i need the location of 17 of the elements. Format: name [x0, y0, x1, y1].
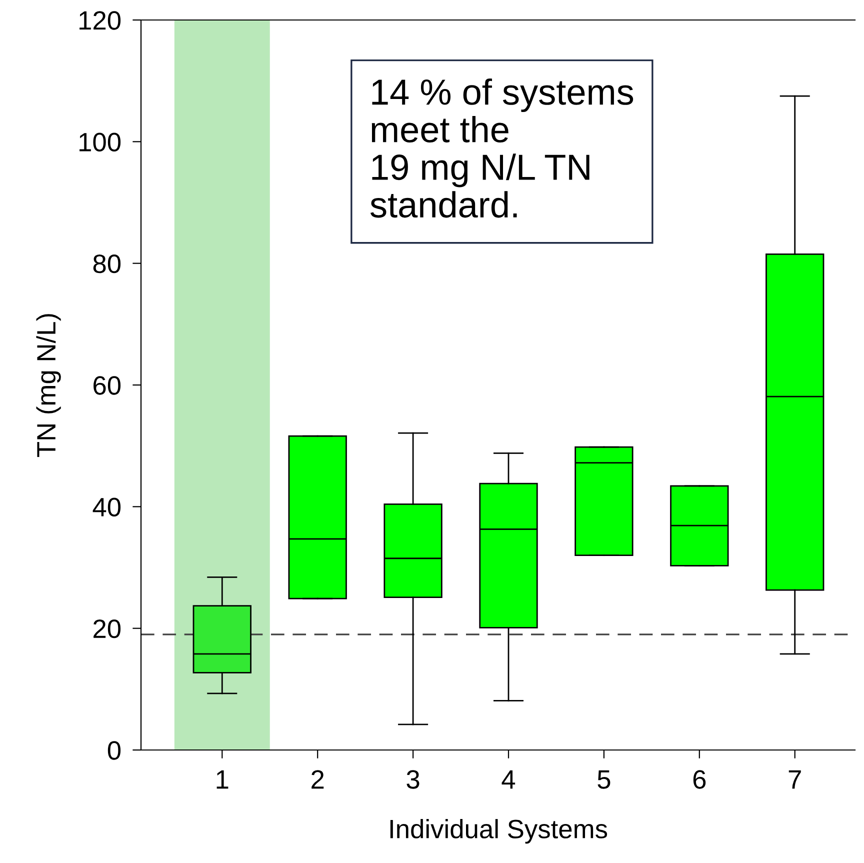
y-tick-label: 80	[93, 254, 121, 274]
y-tick-label: 20	[94, 619, 121, 638]
x-axis-title: Individual Systems	[390, 819, 608, 844]
x-tick-label: 3	[406, 770, 420, 789]
y-tick-label: 100	[80, 132, 121, 152]
y-tick-label: 0	[108, 741, 121, 760]
y-tick-label: 40	[92, 498, 121, 516]
x-tick-label: 7	[788, 770, 801, 789]
x-tick-label: 5	[598, 770, 610, 789]
y-tick-label: 120	[80, 11, 121, 30]
x-tick-label: 4	[502, 770, 516, 789]
x-tick-label: 1	[216, 770, 228, 789]
y-axis-title: TN (mg N/L)	[36, 314, 61, 457]
y-tick-label: 60	[94, 376, 121, 395]
annotation: 14 % of systems meet the 19 mg N/L TN standard.	[370, 78, 634, 218]
x-tick-label: 6	[693, 770, 706, 789]
x-tick-label: 2	[312, 770, 324, 789]
